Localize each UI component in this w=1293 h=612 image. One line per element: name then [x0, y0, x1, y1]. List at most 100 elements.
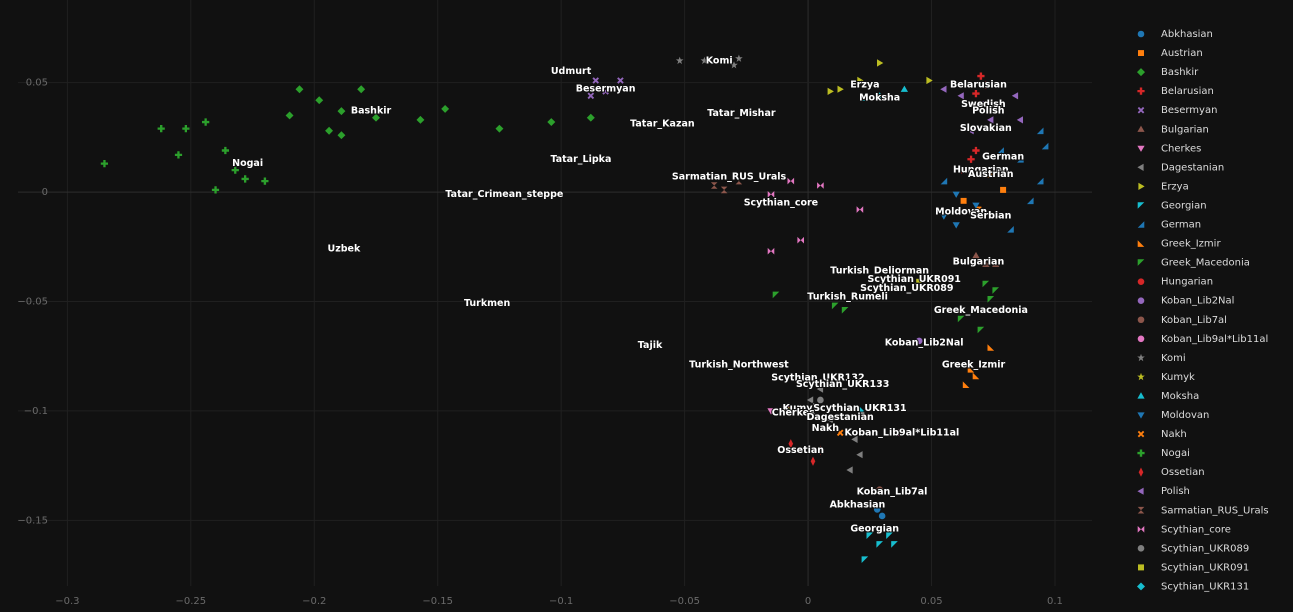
legend: Abkhasian Austrian Bashkir Belarusian Beserm…: [1137, 29, 1269, 592]
legend-label: Polish: [1161, 486, 1190, 497]
y-tick-label: 0.05: [26, 78, 48, 89]
point: [877, 59, 884, 67]
point: [787, 404, 795, 412]
point: [767, 247, 775, 255]
annotation: Udmurt: [551, 66, 592, 77]
annotation: Scythian_UKR091: [868, 274, 961, 285]
point: [337, 131, 346, 140]
point: [806, 396, 814, 404]
legend-label: Moldovan: [1161, 410, 1209, 421]
annotation: Turkish_Northwest: [689, 359, 789, 370]
legend-label: German: [1161, 220, 1201, 231]
point: [826, 416, 833, 424]
annotation: Serbian: [970, 211, 1011, 222]
legend-marker: [1137, 372, 1145, 381]
point: [841, 307, 849, 314]
annotation: Swedish: [961, 99, 1006, 110]
point: [957, 166, 965, 174]
legend-marker: [1137, 30, 1145, 38]
point: [261, 177, 269, 185]
point: [916, 278, 923, 285]
x-tick-label: −0.2: [302, 596, 326, 607]
point: [987, 344, 995, 351]
annotation: Turkish_Rumeli: [807, 292, 888, 303]
x-tick-label: 0.05: [920, 596, 942, 607]
point: [977, 100, 984, 109]
legend-marker: [1138, 467, 1144, 477]
annotation: Koban_Lib2Nal: [885, 338, 964, 349]
legend-label: Erzya: [1161, 181, 1189, 192]
legend-label: Sarmatian_RUS_Urals: [1161, 505, 1269, 516]
legend-label: Koban_Lib9al*Lib11al: [1161, 334, 1268, 345]
point: [836, 429, 844, 437]
legend-label: Cherkes: [1161, 143, 1201, 154]
legend-label: Scythian_core: [1161, 524, 1231, 535]
annotation: Tatar_Mishar: [707, 108, 776, 119]
point: [977, 326, 985, 334]
point: [1036, 127, 1044, 135]
annotation: Austrian: [968, 169, 1014, 180]
legend-label: Austrian: [1161, 48, 1203, 59]
annotation: Greek_Macedonia: [934, 305, 1028, 316]
annotation: Tatar_Crimean_steppe: [445, 189, 563, 200]
point: [1007, 226, 1014, 233]
point: [975, 206, 982, 213]
x-tick-label: −0.1: [549, 596, 573, 607]
legend-marker: [1138, 182, 1145, 190]
point: [940, 85, 947, 93]
annotation: Cherkes: [772, 408, 815, 419]
point: [827, 87, 834, 95]
legend-label: Nakh: [1161, 429, 1187, 440]
legend-marker: [1137, 163, 1144, 171]
annotation: Koban_Lib9al*Lib11al: [844, 427, 959, 438]
annotation: Uzbek: [327, 243, 360, 254]
legend-marker: [1137, 316, 1145, 324]
legend-label: Scythian_UKR091: [1161, 562, 1249, 573]
point: [831, 302, 839, 310]
point: [962, 381, 970, 388]
annotation: Polish: [972, 106, 1005, 117]
y-tick-label: −0.1: [24, 406, 48, 417]
point: [857, 76, 864, 85]
point: [846, 466, 853, 474]
annotation: Moldovan: [935, 206, 987, 217]
legend-marker: [1137, 353, 1145, 362]
annotation: Tatar_Lipka: [550, 154, 611, 165]
legend-label: Komi: [1161, 353, 1186, 364]
annotation: Scythian_core: [744, 198, 818, 209]
point: [878, 512, 886, 520]
point: [816, 385, 824, 393]
legend-marker: [1137, 392, 1145, 399]
point: [767, 191, 775, 198]
point: [100, 160, 108, 168]
legend-label: Besermyan: [1161, 105, 1217, 116]
point: [940, 213, 948, 220]
annotation: Nogai: [232, 158, 263, 169]
point: [586, 113, 595, 122]
point: [357, 85, 366, 94]
point: [861, 556, 869, 563]
legend-marker: [1137, 449, 1145, 457]
point: [416, 115, 425, 124]
point: [992, 260, 1000, 267]
point: [861, 94, 869, 101]
annotation: Turkmen: [464, 298, 511, 309]
legend-marker: [1137, 68, 1145, 77]
point: [592, 77, 599, 84]
point: [587, 92, 595, 100]
legend-marker: [1137, 297, 1145, 304]
point: [817, 425, 824, 432]
point: [977, 72, 985, 80]
point: [997, 147, 1004, 154]
legend-label: Bashkir: [1161, 67, 1199, 78]
annotation: Abkhasian: [830, 500, 886, 511]
annotation: Bashkir: [351, 106, 392, 117]
point: [810, 456, 816, 466]
point: [157, 125, 165, 133]
y-tick-label: −0.15: [17, 515, 48, 526]
point: [967, 366, 975, 373]
point: [876, 541, 883, 548]
annotation: Kumyk: [782, 403, 819, 414]
point: [952, 222, 960, 229]
annotations: Komi Udmurt Besermyan Bashkir Nogai Tatar_Kaz…: [231, 54, 1029, 535]
